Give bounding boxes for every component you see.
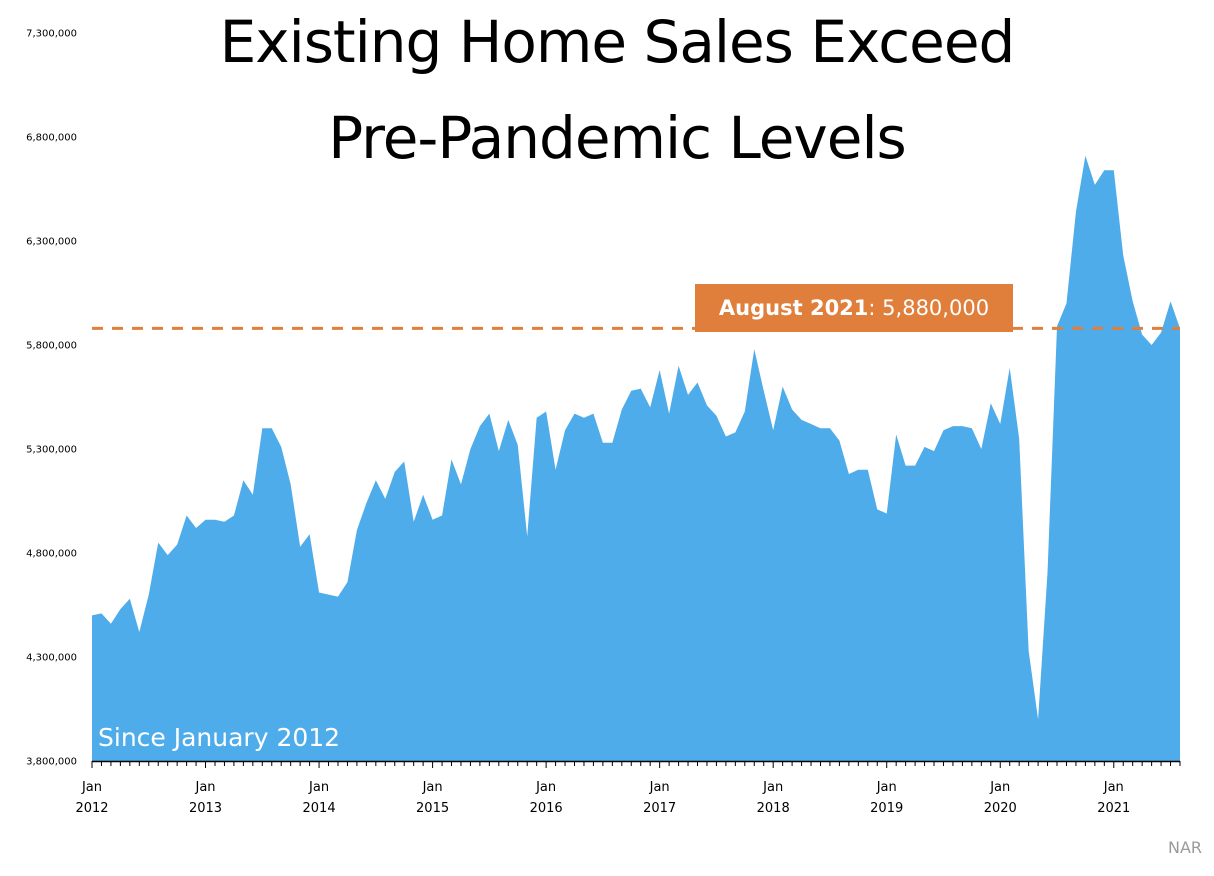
x-tick-label-month: Jan — [649, 780, 670, 795]
x-tick-label-year: 2017 — [643, 801, 676, 816]
x-tick-label-year: 2015 — [416, 801, 449, 816]
x-tick-label-year: 2013 — [189, 801, 222, 816]
x-tick-label-month: Jan — [422, 780, 443, 795]
y-tick-label: 5,300,000 — [26, 445, 77, 456]
x-tick-label-year: 2014 — [303, 801, 336, 816]
chart-title-line-2: Pre-Pandemic Levels — [328, 104, 907, 172]
annotation-colon: : — [868, 296, 883, 320]
x-tick-label-month: Jan — [308, 780, 329, 795]
x-tick-label-year: 2019 — [870, 801, 903, 816]
annotation-label: August 2021 — [718, 296, 869, 320]
x-tick-label-month: Jan — [876, 780, 897, 795]
x-tick-label-month: Jan — [762, 780, 783, 795]
y-tick-label: 6,800,000 — [26, 133, 77, 144]
source-label: NAR — [1167, 838, 1202, 857]
chart-title-line-1: Existing Home Sales Exceed — [219, 8, 1016, 76]
x-tick-label-month: Jan — [195, 780, 216, 795]
x-tick-label-month: Jan — [81, 780, 102, 795]
x-tick-label-year: 2021 — [1097, 801, 1130, 816]
annotation-callout: August 2021: 5,880,000 — [695, 284, 1013, 332]
y-tick-label: 6,300,000 — [26, 237, 77, 248]
x-tick-label-year: 2016 — [530, 801, 563, 816]
period-caption: Since January 2012 — [98, 723, 341, 752]
y-tick-label: 7,300,000 — [26, 29, 77, 40]
x-tick-label-month: Jan — [989, 780, 1010, 795]
y-tick-label: 4,300,000 — [26, 653, 77, 664]
x-tick-label-year: 2012 — [75, 801, 108, 816]
y-tick-label: 5,800,000 — [26, 341, 77, 352]
y-tick-label: 4,800,000 — [26, 549, 77, 560]
y-tick-label: 3,800,000 — [26, 757, 77, 768]
x-tick-label-year: 2018 — [757, 801, 790, 816]
sales-area — [92, 155, 1180, 762]
annotation-value: 5,880,000 — [882, 296, 990, 320]
x-tick-label-month: Jan — [1103, 780, 1124, 795]
x-tick-label-year: 2020 — [984, 801, 1017, 816]
x-tick-label-month: Jan — [535, 780, 556, 795]
